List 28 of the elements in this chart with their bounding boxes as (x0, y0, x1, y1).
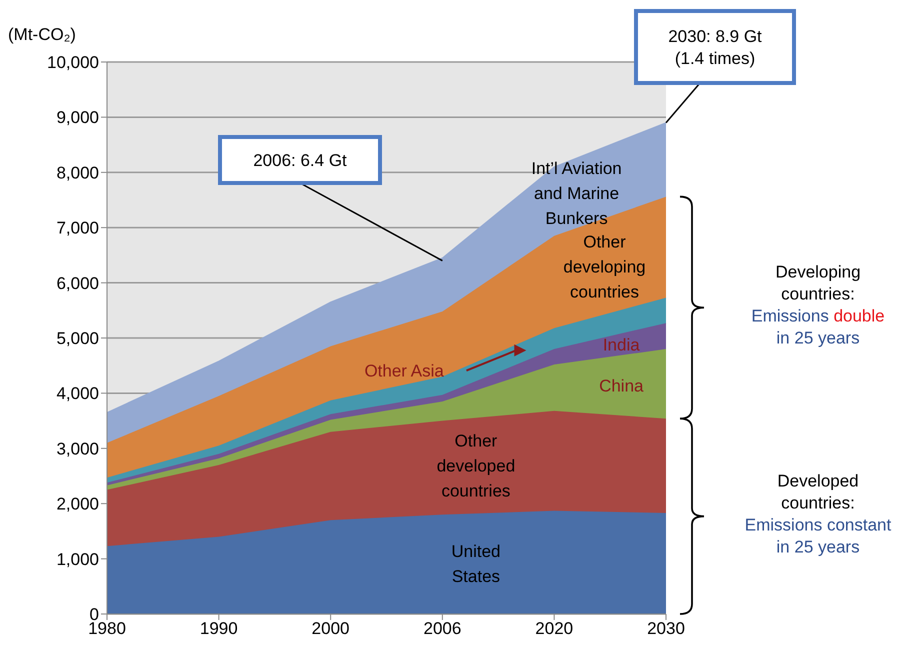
y-tick-label: 7,000 (56, 218, 99, 238)
annotation: 2006: 6.4 Gt (253, 151, 348, 170)
y-tick-label: 4,000 (56, 384, 99, 404)
text: Developed countries: Emissions constant in 25 years (744, 471, 892, 556)
series-label: China (599, 376, 644, 396)
series-label: Int’l Aviation and Marine Bunkers (531, 159, 622, 228)
y-tick-label: 3,000 (56, 439, 99, 458)
y-tick-label: 5,000 (56, 329, 99, 348)
y-tick-label: 10,000 (47, 53, 99, 72)
x-tick-label: 2020 (535, 619, 574, 638)
text: Developing countries: Emissions double in 25 years (751, 262, 885, 348)
x-tick-label: 1990 (200, 619, 238, 638)
series-label: Other Asia (364, 362, 444, 381)
y-tick-label: 2,000 (56, 494, 99, 514)
series-label: India (602, 335, 640, 354)
y-axis-title: (Mt-CO₂) (8, 25, 76, 44)
series-label: Other developing countries (563, 232, 646, 302)
x-tick-label: 2030 (647, 619, 685, 638)
series-label: United States (451, 542, 501, 586)
x-tick-label: 1980 (88, 619, 126, 638)
annotation: 2030: 8.9 Gt (1.4 times) (668, 27, 762, 68)
y-tick-label: 8,000 (56, 163, 99, 182)
series-label: Other developed countries (436, 432, 516, 501)
x-tick-label: 2006 (423, 619, 462, 638)
x-tick-label: 2000 (312, 619, 350, 638)
y-tick-label: 1,000 (56, 550, 99, 569)
y-tick-label: 6,000 (56, 274, 99, 293)
y-tick-label: 9,000 (56, 108, 99, 128)
